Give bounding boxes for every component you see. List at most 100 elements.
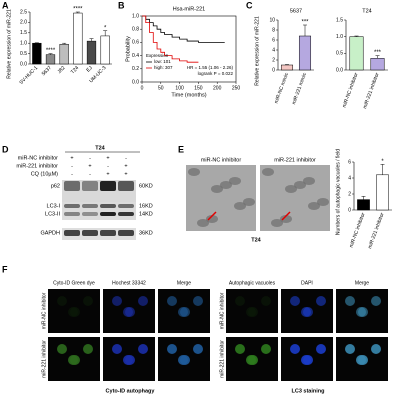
organelle [285, 185, 297, 193]
cell [123, 355, 133, 365]
y-tick-label: 2.0 [20, 20, 27, 26]
panel-label: F [2, 264, 8, 274]
y-tick-label: 0.5 [336, 51, 343, 57]
cell [178, 307, 188, 317]
condition-label: miR-221 inhibitor [16, 163, 58, 169]
bar [370, 58, 385, 71]
bar [45, 54, 56, 65]
organelle [280, 215, 292, 223]
column-label: DAPI [301, 280, 313, 286]
row-label: miR-NC inhibitor [41, 292, 47, 329]
cell [356, 355, 366, 365]
bar [32, 42, 42, 65]
x-tick-label: miR-221 inhibitor [362, 72, 381, 110]
cell [112, 296, 122, 306]
organelle [220, 181, 232, 189]
x-tick-label: miR-NC inhibitor [341, 72, 359, 109]
condition-sign: - [71, 171, 73, 177]
significance: **** [73, 7, 83, 13]
bar [349, 36, 364, 71]
y-tick-label: 0 [348, 207, 351, 213]
organelle [234, 202, 246, 210]
band-size: 60KD [139, 183, 153, 189]
organelle [262, 168, 274, 176]
condition-label: CQ (10µM) [31, 171, 58, 177]
blot-membrane [62, 180, 136, 202]
cell [261, 296, 271, 306]
significance: *** [301, 20, 309, 26]
cell [301, 307, 311, 317]
band [118, 230, 134, 236]
condition-sign: + [106, 155, 109, 161]
condition-sign: - [125, 155, 127, 161]
cell [246, 307, 256, 317]
y-axis-label: Relative expression of miR-221 [254, 16, 260, 86]
band [82, 230, 98, 236]
y-axis-label: Relative expression of miR-221 [6, 9, 12, 79]
survival-curve [142, 15, 199, 63]
column-label: Merge [355, 280, 369, 286]
bar [86, 40, 97, 65]
organelle [294, 181, 306, 189]
cell [167, 296, 177, 306]
legend-title: Expression [146, 53, 169, 58]
condition-sign: + [70, 155, 73, 161]
cell [68, 355, 78, 365]
x-tick-label: 150 [194, 85, 203, 91]
column-label: Cyto-ID Green dye [53, 280, 95, 286]
x-tick-label: miR-221 mimic [291, 72, 308, 106]
x-tick-label: miR-NC inhibitor [348, 212, 366, 249]
y-tick-label: 4 [348, 175, 351, 181]
y-tick-label: 6 [348, 159, 351, 165]
row-label: miR-221 inhibitor [41, 340, 47, 378]
panel-label: C [246, 0, 253, 10]
cell [371, 344, 381, 354]
y-tick-label: 0.2 [132, 66, 139, 72]
condition-label: miR-NC inhibitor [18, 155, 59, 161]
condition-sign: - [71, 163, 73, 169]
cell [193, 344, 203, 354]
cell [83, 344, 93, 354]
x-tick-label: EJ [85, 65, 94, 74]
y-tick-label: 0.0 [20, 61, 27, 67]
cell [371, 296, 381, 306]
y-tick-label: 0.0 [336, 67, 343, 73]
cell [235, 344, 245, 354]
x-tick-label: 200 [213, 85, 222, 91]
organelle [303, 177, 315, 185]
cell [178, 355, 188, 365]
organelle [243, 198, 255, 206]
bar [59, 43, 69, 65]
band [82, 181, 98, 191]
cell [167, 344, 177, 354]
image-caption: T24 [251, 237, 261, 243]
cell [301, 355, 311, 365]
chart-title: T24 [362, 8, 371, 14]
image-label: miR-NC inhibitor [201, 157, 242, 163]
organelle [317, 198, 329, 206]
x-tick-label: 5637 [41, 65, 53, 77]
panel-label: E [178, 144, 184, 154]
cell [138, 344, 148, 354]
band [64, 212, 80, 216]
caption: Cyto-ID autophagy [106, 388, 156, 394]
image-label: miR-221 inhibitor [274, 157, 316, 163]
tem-image [260, 165, 330, 231]
significance: * [104, 25, 107, 31]
y-tick-label: 0.4 [132, 53, 139, 59]
band-size: 14KD [139, 211, 153, 217]
significance: *** [374, 50, 382, 56]
band-label: GAPDH [40, 230, 60, 236]
y-tick-label: 2 [348, 191, 351, 197]
y-tick-label: 8 [272, 27, 275, 33]
y-tick-label: 1.5 [336, 17, 343, 23]
blot-group: T24 [95, 145, 105, 151]
organelle [197, 219, 209, 227]
y-tick-label: 0.0 [132, 79, 139, 85]
legend-label: high: 307 [154, 65, 173, 70]
x-tick-label: miR-NC mimic [273, 72, 290, 105]
row-label: miR-NC inhibitor [219, 292, 225, 329]
arrow [281, 211, 291, 221]
y-tick-label: 0.8 [132, 27, 139, 33]
panel-label: A [2, 0, 9, 10]
